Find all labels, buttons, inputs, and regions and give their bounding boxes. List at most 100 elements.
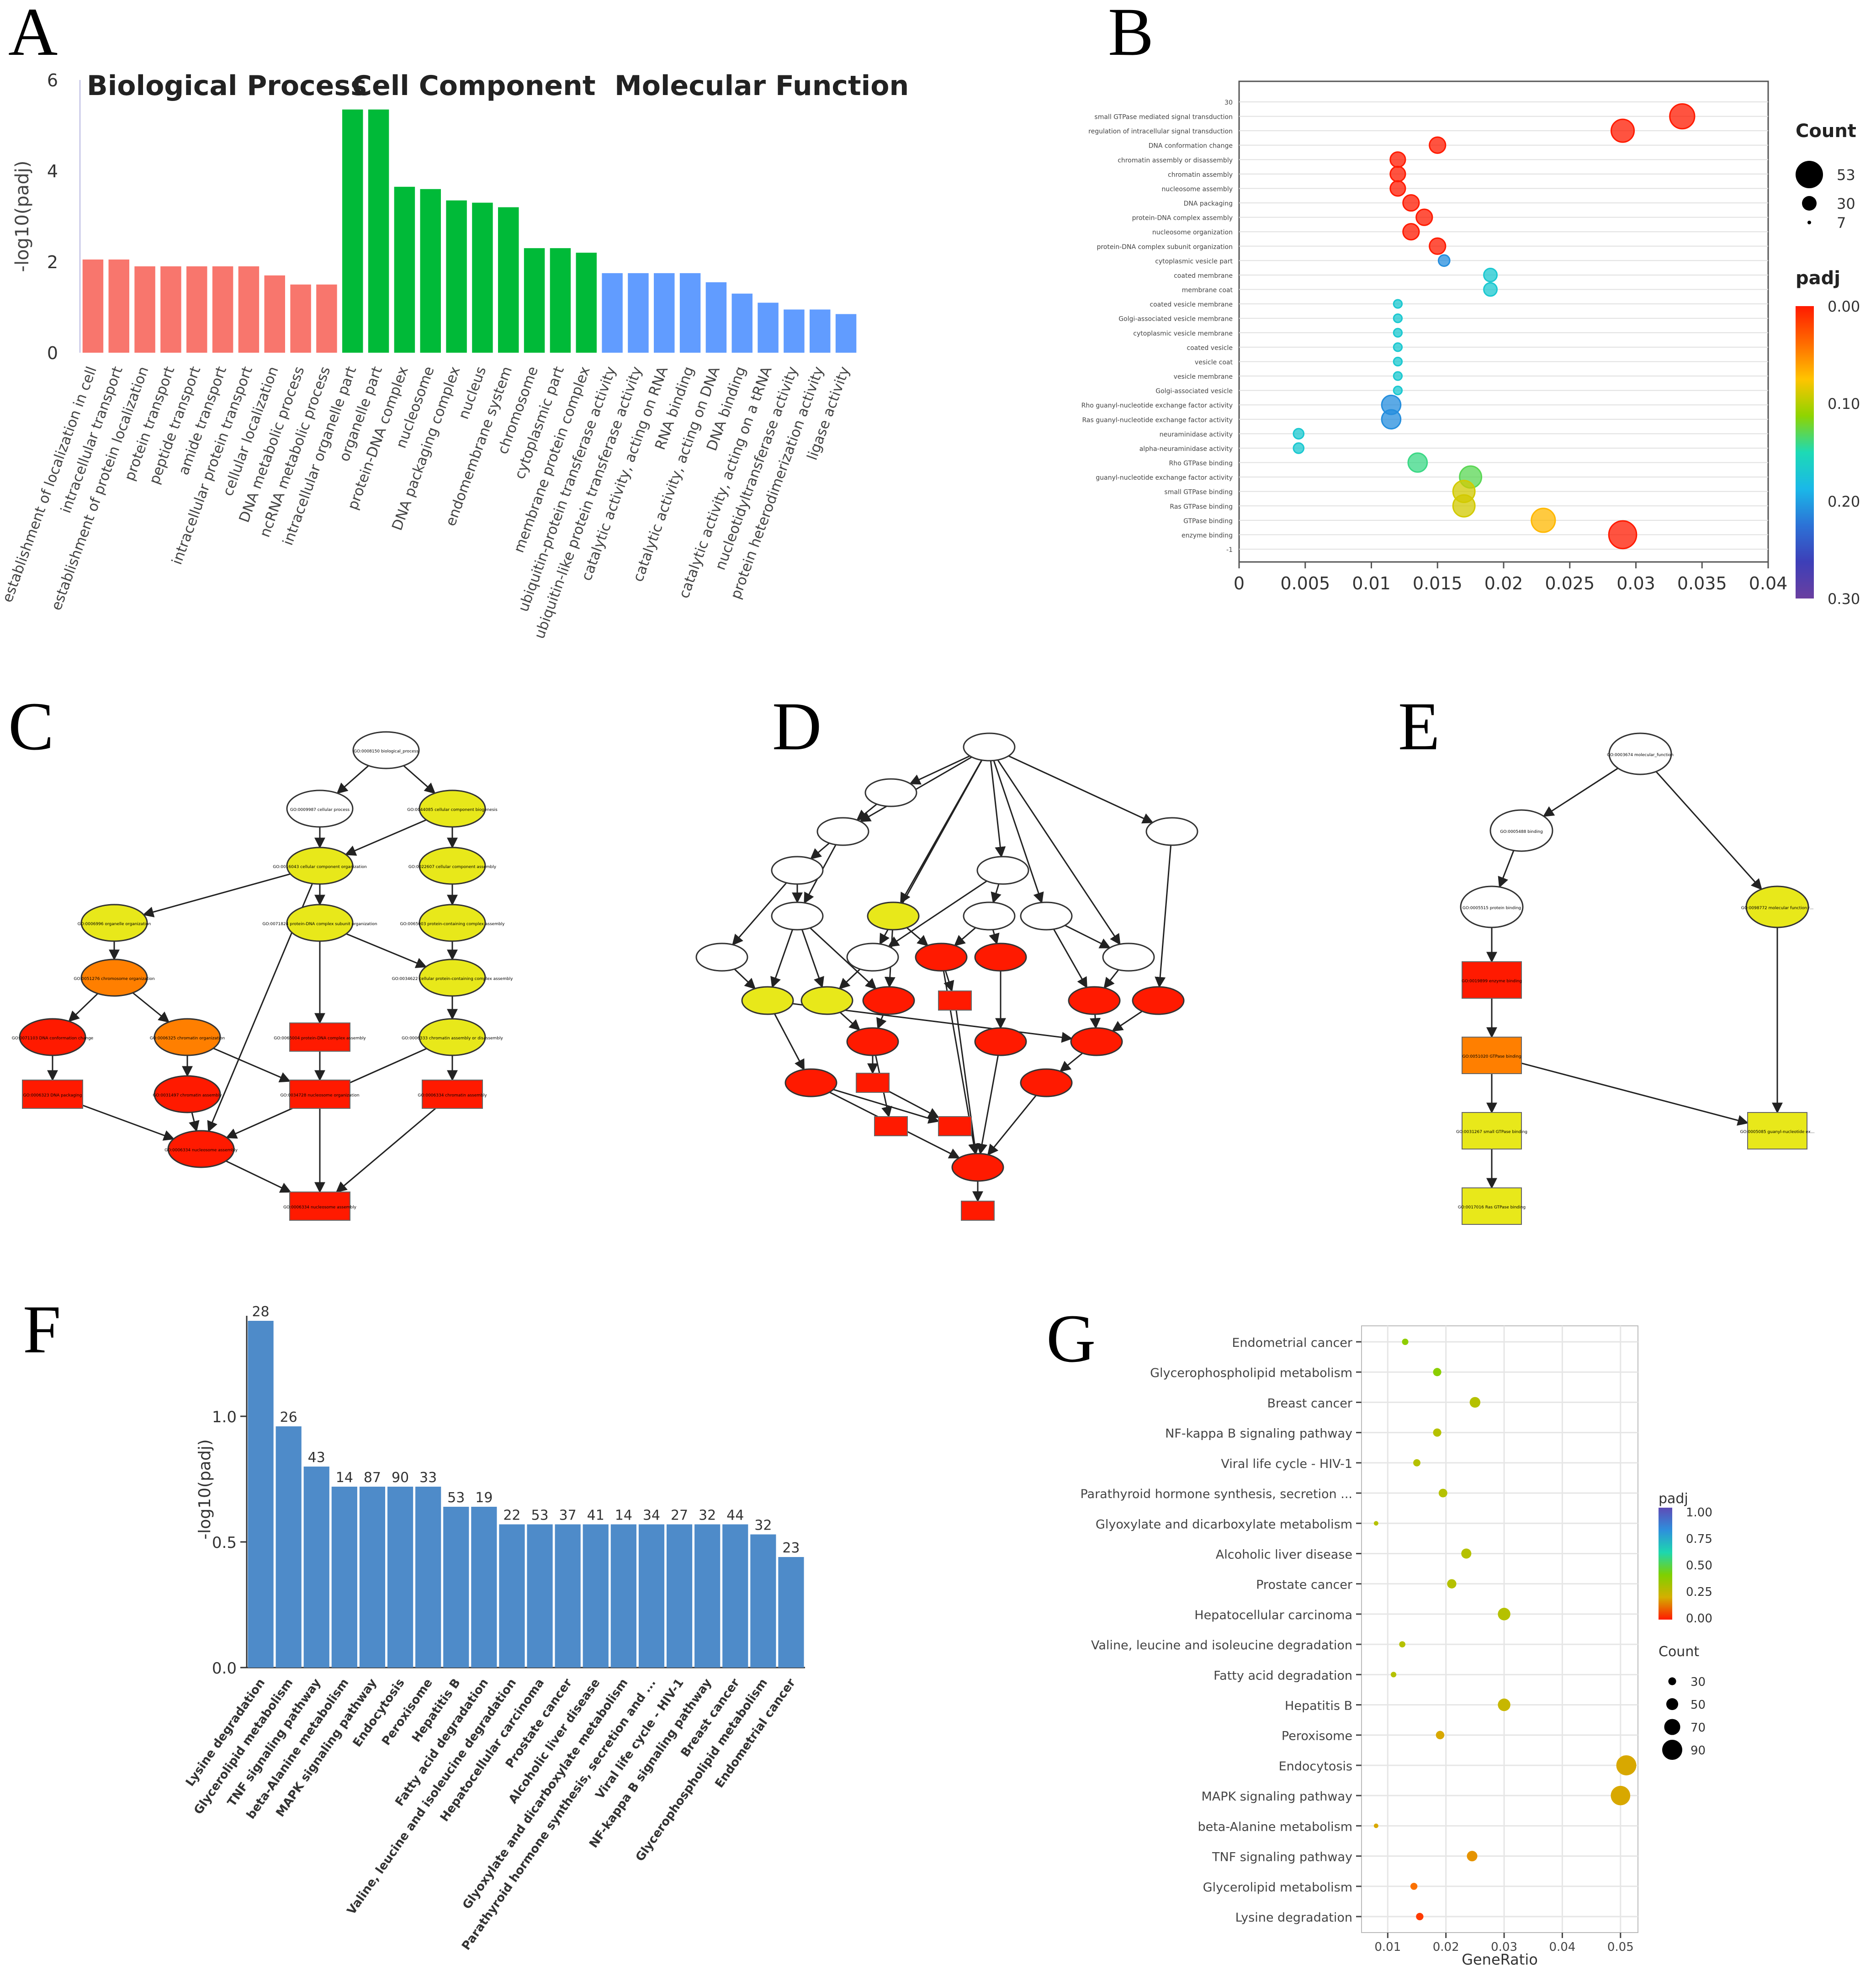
bar [248, 1321, 274, 1668]
x-tick-label: 0.02 [1484, 573, 1523, 593]
dag-edge [838, 969, 861, 990]
dag-node-ellipse [1132, 986, 1185, 1015]
dag-edge [954, 927, 976, 947]
y-tick-label: DNA packaging [1184, 200, 1233, 207]
dag-edge [1521, 1062, 1749, 1126]
dag-node-label: GO:0034728 nucleosome organization [280, 1093, 359, 1098]
dag-edge [943, 970, 954, 992]
dag-node-label: GO:0051020 GTPase binding [1462, 1054, 1521, 1059]
dag-edge [1655, 771, 1762, 890]
dag-node-label: GO:0006334 nucleosome assembly [283, 1205, 357, 1210]
bar [810, 309, 831, 353]
dag-node-ellipse [154, 1018, 221, 1056]
y-tick-label: Ras guanyl-nucleotide exchange factor ac… [1082, 417, 1233, 424]
dag-node-label: GO:0034622 cellular protein-containing c… [392, 977, 513, 981]
data-point [1393, 356, 1403, 367]
y-tick-label: protein-DNA complex assembly [1132, 215, 1233, 222]
dag-node-ellipse [963, 732, 1016, 762]
data-point [1373, 1521, 1378, 1526]
dag-node-label: GO:0005085 guanyl-nucleotide ex... [1740, 1130, 1815, 1134]
bar [394, 186, 415, 353]
dag-node-box [1462, 961, 1522, 999]
x-tick-label: 0.035 [1677, 573, 1727, 593]
bar [387, 1487, 413, 1668]
y-tick-label: 1.0 [212, 1408, 237, 1426]
x-tick-label: 0.01 [1374, 1940, 1401, 1954]
y-bottom-label: -1 [1226, 546, 1233, 554]
data-point [1293, 428, 1305, 440]
y-tick-label: neuraminidase activity [1160, 431, 1233, 438]
y-tick-label: Glyoxylate and dicarboxylate metabolism [1096, 1517, 1352, 1531]
dag-node-box [422, 1080, 483, 1109]
data-point [1402, 223, 1420, 241]
legend-count-dot [1664, 1719, 1680, 1735]
bar [446, 200, 467, 353]
data-point [1611, 118, 1635, 143]
y-tick-label: vesicle coat [1195, 359, 1233, 366]
dag-node-ellipse [974, 943, 1027, 972]
dag-node-label: GO:0006325 chromatin organization [150, 1036, 225, 1041]
dag-node-ellipse [1145, 817, 1198, 846]
dag-edge [774, 1013, 805, 1071]
y-tick-label: chromatin assembly or disassembly [1118, 157, 1233, 164]
legend-padj-label: 0.20 [1828, 493, 1860, 510]
legend-count-title: Count [1659, 1644, 1699, 1660]
dag-edge [987, 1095, 1037, 1156]
y-tick-label: Hepatitis B [1285, 1699, 1352, 1713]
plot-frame [1361, 1325, 1638, 1933]
dag-node-label: GO:0022607 cellular component assembly [408, 865, 497, 869]
dag-node-box [1462, 1037, 1522, 1074]
dag-edge [335, 1107, 436, 1193]
dag-node-ellipse [419, 904, 486, 942]
legend-count-dot [1796, 161, 1823, 188]
bar [443, 1507, 469, 1668]
bar-count-label: 28 [252, 1304, 269, 1320]
dag-node-label: GO:0009987 cellular process [290, 808, 350, 812]
y-tick-label: Parathyroid hormone synthesis, secretion… [1080, 1487, 1352, 1501]
dag-edge [1059, 1052, 1083, 1072]
legend-padj-label: 0.25 [1686, 1585, 1712, 1599]
x-tick-label: 0.025 [1545, 573, 1595, 593]
x-tick-label: 0.005 [1280, 573, 1330, 593]
dag-edge [403, 765, 436, 794]
dag-node-label: GO:0005488 binding [1500, 830, 1542, 834]
dag-edge [810, 842, 830, 860]
y-tick-label: 6 [47, 70, 58, 90]
dag-edge [801, 929, 824, 988]
dag-edge [82, 1104, 175, 1141]
bar [602, 273, 623, 353]
dag-node-label: GO:0071824 protein-DNA complex subunit o… [262, 922, 377, 927]
data-point [1407, 452, 1428, 473]
legend-count-label: 90 [1691, 1744, 1706, 1758]
panel-b-go-dot-plot: 30 -1 small GTPase mediated signal transdu… [1081, 80, 1860, 608]
bar-count-label: 23 [782, 1540, 800, 1556]
data-point [1531, 508, 1556, 533]
panel-letter-f: F [23, 1292, 61, 1367]
bar-count-label: 53 [447, 1490, 465, 1506]
legend-padj-label: 0.10 [1828, 395, 1860, 413]
dag-node-ellipse [1020, 901, 1073, 931]
plot-frame [1238, 80, 1769, 563]
y-tick-label: coated vesicle membrane [1150, 301, 1233, 308]
x-tick-label: 0.03 [1616, 573, 1655, 593]
dag-node-box [938, 990, 972, 1011]
y-tick-label: Rho GTPase binding [1169, 460, 1233, 467]
x-tick-label: 0.01 [1352, 573, 1391, 593]
dag-node-box [874, 1116, 908, 1136]
dag-node-label: GO:0017016 Ras GTPase binding [1458, 1205, 1526, 1210]
dag-edge [1103, 969, 1119, 989]
legend-count-label: 70 [1691, 1721, 1706, 1735]
bar [342, 109, 363, 353]
data-point [1415, 208, 1433, 226]
dag-node-ellipse [154, 1075, 221, 1113]
legend-padj-title: padj [1659, 1491, 1688, 1507]
y-tick-label: cytoplasmic vesicle membrane [1133, 330, 1233, 337]
panel-letter-e: E [1398, 689, 1440, 764]
dag-node-box [289, 1022, 350, 1052]
bar [186, 266, 207, 353]
data-point [1393, 299, 1403, 309]
bar [524, 248, 545, 353]
panel-d-go-dag [695, 732, 1198, 1221]
x-tick-label: 0.04 [1549, 1940, 1575, 1954]
